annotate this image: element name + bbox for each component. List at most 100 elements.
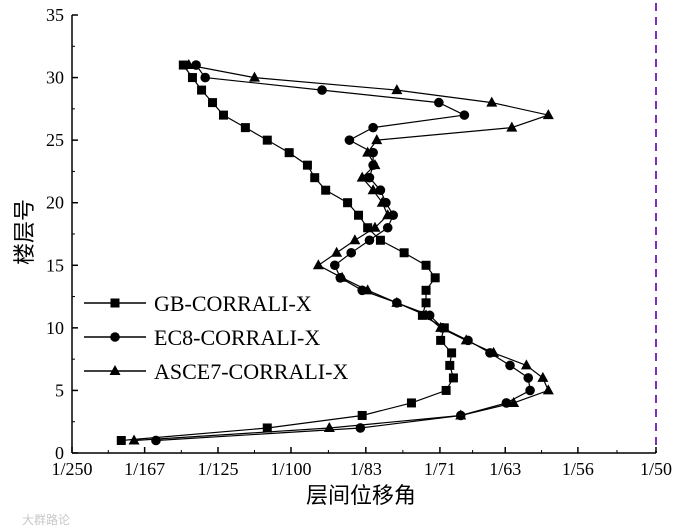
y-tick-label: 10 [46,318,64,338]
x-tick-label: 1/71 [424,459,456,479]
y-tick-label: 15 [46,255,64,275]
x-tick-label: 1/100 [270,459,311,479]
data-point [441,385,451,395]
legend-item: EC8-CORRALI-X [84,325,320,350]
data-point [506,121,518,132]
data-point [459,110,470,120]
data-point [344,135,355,145]
watermark: 大群路论 [22,512,70,527]
data-point [448,373,458,383]
data-point [445,360,455,370]
data-point [382,222,393,233]
data-point [200,72,211,83]
data-point [542,384,554,395]
data-point [363,223,373,233]
series-circle [151,60,535,446]
data-point [310,173,320,183]
data-point [262,135,272,145]
x-tick-label: 1/83 [350,459,382,479]
data-point [330,260,340,271]
data-point [218,110,228,120]
data-point [116,435,126,445]
data-point [375,185,386,195]
legend-marker [110,298,120,308]
x-axis-ticks: 1/250 1/167 1/125 1/100 1/83 1/71 1/63 1/56 1/50 [51,447,672,479]
y-tick-label: 20 [46,193,64,213]
data-point [367,184,379,195]
data-point [435,321,447,332]
data-point [183,59,195,70]
data-point [262,423,272,433]
data-point [364,235,375,246]
y-axis-ticks: 0 5 10 15 20 25 30 35 [46,5,78,463]
x-tick-label: 1/63 [489,459,521,479]
data-point [382,209,394,220]
x-tick-label: 1/50 [640,459,672,479]
x-tick-label: 1/250 [51,459,92,479]
data-point [486,96,498,107]
data-point [240,123,250,133]
x-tick-label: 1/56 [562,459,594,479]
data-point [354,210,364,220]
data-point [417,310,427,320]
data-point [376,196,388,207]
data-point [362,146,374,157]
y-tick-label: 35 [46,5,64,25]
data-point [371,134,383,145]
legend: GB-CORRALI-X EC8-CORRALI-X ASCE7-CORRALI-X [84,291,348,384]
y-tick-label: 30 [46,68,64,88]
data-point [323,421,335,432]
data-point [447,348,457,358]
series-layer [116,59,554,446]
data-point [406,398,416,408]
legend-marker [109,365,121,375]
data-point [302,160,312,170]
data-point [537,371,549,382]
data-point [284,148,294,158]
data-point [399,248,409,258]
series-triangle [128,59,554,445]
data-point [460,334,472,345]
y-axis-title: 楼层号 [13,199,38,265]
data-point [434,97,444,108]
data-point [197,85,207,95]
data-point [508,396,520,407]
data-point [421,260,431,270]
data-point [436,335,446,345]
data-point [249,71,260,82]
y-tick-label: 0 [55,443,64,463]
data-point [375,235,385,245]
data-point [421,285,431,295]
data-point [317,85,327,95]
data-point [128,434,140,445]
data-point [421,298,431,308]
data-point [420,309,432,320]
data-point [321,185,331,195]
y-tick-label: 25 [46,130,64,150]
data-point [430,273,440,283]
data-point [488,346,500,357]
legend-label: GB-CORRALI-X [154,291,312,316]
data-point [523,373,534,383]
data-point [369,221,381,232]
y-tick-label: 5 [55,380,64,400]
data-point [357,410,367,420]
data-point [331,246,343,257]
data-point [346,247,357,258]
data-point [362,284,374,295]
data-point [208,98,218,108]
data-point [542,109,554,120]
legend-item: ASCE7-CORRALI-X [84,359,348,384]
data-point [364,172,375,183]
data-point [349,234,361,245]
data-point [369,159,381,170]
data-point [391,296,403,307]
data-point [312,259,324,270]
x-axis-title: 层间位移角 [306,484,416,509]
data-point [368,122,378,133]
data-point [455,409,467,420]
data-point [391,84,403,95]
data-point [505,360,515,371]
series-line [134,64,551,442]
